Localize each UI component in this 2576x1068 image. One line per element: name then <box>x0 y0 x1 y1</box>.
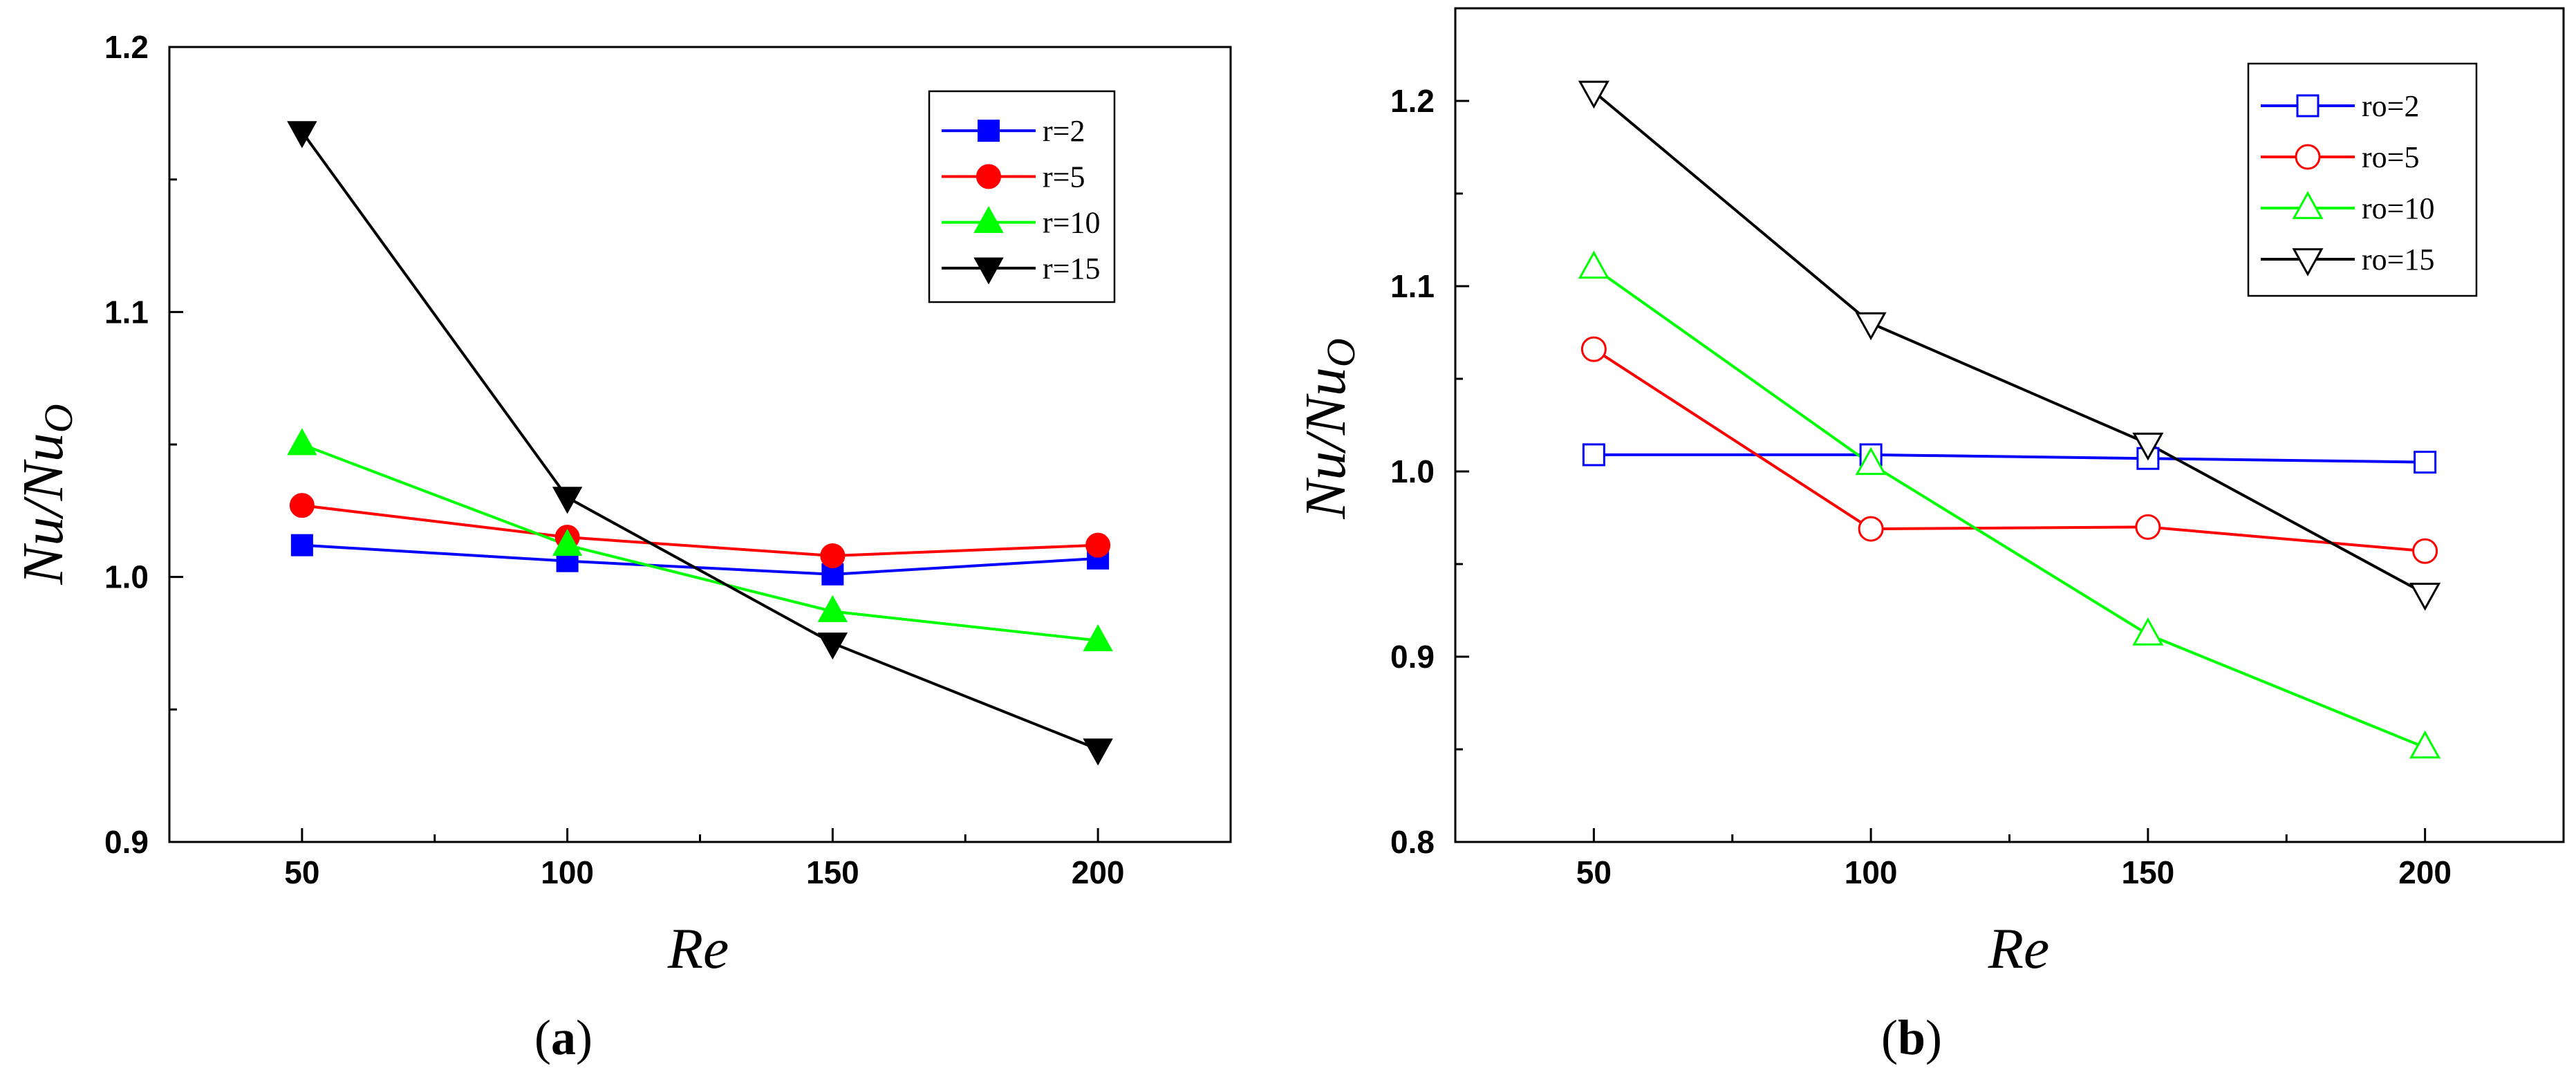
panel-b-legend-label: ro=10 <box>2362 191 2434 225</box>
panel-a: Nu/NuO Re (a) 50 100 150 200 0.9 1.0 1.1 1.2 r=2… <box>11 29 1232 1065</box>
panel-a-xlabel: Re <box>667 917 729 981</box>
panel-a-legend-label: r=10 <box>1043 206 1100 240</box>
panel-b-legend-label: ro=15 <box>2362 243 2434 277</box>
panel-b-xlabel: Re <box>1988 917 2050 981</box>
panel-a-legend-marker <box>978 120 1000 142</box>
panel-b-legend-marker <box>2292 248 2324 277</box>
panel-a-legend-label: r=2 <box>1043 114 1085 148</box>
panel-a-y-tick-label: 0.9 <box>104 824 149 860</box>
panel-b-data-point <box>2132 617 2164 646</box>
panel-b-x-tick-label: 200 <box>2398 854 2452 890</box>
panel-a-series-line-r=5 <box>301 504 1099 558</box>
panel-a-legend-label: r=5 <box>1043 160 1085 194</box>
panel-b: Nu/NuO Re (b) 50 100 150 200 0.8 0.9 1.0 1.1 1.2… <box>1294 7 2565 1065</box>
panel-b-y-tick-label: 0.8 <box>1390 824 1435 860</box>
panel-a-data-point <box>289 493 315 518</box>
panel-a-series-line-r=2 <box>301 543 1099 576</box>
panel-a-y-tick-label: 1.2 <box>104 29 149 65</box>
panel-b-data-point <box>1580 336 1607 362</box>
panel-b-data-point <box>1578 80 1609 109</box>
panel-a-x-tick-label: 200 <box>1072 854 1125 890</box>
panel-a-ylabel: Nu/NuO <box>11 404 81 585</box>
panel-b-data-point <box>1858 516 1884 542</box>
panel-a-y-tick-label: 1.1 <box>104 294 149 330</box>
panel-b-series-line-ro=2 <box>1594 453 2425 464</box>
panel-b-data-point <box>1855 312 1887 341</box>
panel-a-legend-label: r=15 <box>1043 252 1100 285</box>
panel-b-caption: (b) <box>1881 1010 1942 1065</box>
panel-a-ylabel-main: Nu/Nu <box>11 433 75 585</box>
panel-a-legend-marker <box>973 205 1004 234</box>
panel-a-ylabel-sub: O <box>36 404 81 433</box>
panel-b-legend-label: ro=5 <box>2362 140 2419 174</box>
panel-b-data-point <box>2414 451 2437 474</box>
panel-a-data-point <box>287 121 317 149</box>
panel-a-data-point <box>552 487 583 514</box>
panel-a-x-tick-label: 100 <box>541 854 594 890</box>
panel-b-data-point <box>2409 582 2441 611</box>
panel-b-y-tick-label: 1.2 <box>1390 83 1435 119</box>
panel-b-legend-label: ro=2 <box>2362 89 2419 123</box>
panel-a-legend-marker <box>976 164 1001 189</box>
panel-a-data-point <box>820 543 846 568</box>
panel-a-data-point <box>1085 532 1111 558</box>
panel-b-x-tick-label: 150 <box>2122 854 2175 890</box>
panel-a-data-point <box>817 594 848 622</box>
panel-b-legend-box <box>2247 62 2478 297</box>
panel-b-series-line-ro=10 <box>1593 266 2426 749</box>
panel-b-ylabel: Nu/NuO <box>1294 338 1363 519</box>
panel-b-x-tick-label: 50 <box>1576 854 1612 890</box>
panel-b-legend-marker <box>2296 94 2320 118</box>
panel-b-x-tick-label: 100 <box>1845 854 1898 890</box>
panel-a-x-tick-label: 50 <box>284 854 319 890</box>
panel-a-series-line-r=10 <box>301 443 1099 642</box>
panel-b-legend-marker <box>2292 191 2324 219</box>
panel-b-legend-marker <box>2295 144 2321 170</box>
panel-b-data-point <box>1578 250 1609 279</box>
panel-b-y-tick-label: 1.0 <box>1390 453 1435 489</box>
panel-a-series-line-r=15 <box>301 131 1099 751</box>
panel-b-y-tick-label: 1.1 <box>1390 268 1435 304</box>
panel-b-series-line-ro=5 <box>1593 348 2425 553</box>
panel-b-data-point <box>2132 432 2164 461</box>
panel-b-ylabel-sub: O <box>1318 338 1363 367</box>
panel-b-data-point <box>2409 730 2441 759</box>
panel-a-data-point <box>552 529 583 556</box>
panel-a-legend-marker <box>973 257 1004 285</box>
panel-b-data-point <box>2412 538 2438 564</box>
panel-a-data-point <box>287 428 317 456</box>
panel-a-x-tick-label: 150 <box>806 854 859 890</box>
panel-b-legend: ro=2 ro=5 ro=10 ro=15 <box>2247 62 2478 297</box>
panel-a-caption: (a) <box>534 1010 592 1065</box>
panel-a-data-point <box>1083 738 1113 766</box>
panel-a-data-point <box>1083 624 1113 652</box>
panel-b-series-line-ro=15 <box>1593 91 2426 595</box>
panel-b-ylabel-main: Nu/Nu <box>1294 367 1358 519</box>
panel-b-data-point <box>2135 514 2161 540</box>
panel-b-data-point <box>1855 447 1887 476</box>
panel-a-legend: r=2 r=5 r=10 r=15 <box>928 90 1116 303</box>
panel-a-y-tick-label: 1.0 <box>104 559 149 595</box>
panel-a-data-point <box>290 534 313 556</box>
panel-b-y-tick-label: 0.9 <box>1390 639 1435 675</box>
panel-b-data-point <box>1582 443 1605 467</box>
panel-a-data-point <box>817 633 848 660</box>
